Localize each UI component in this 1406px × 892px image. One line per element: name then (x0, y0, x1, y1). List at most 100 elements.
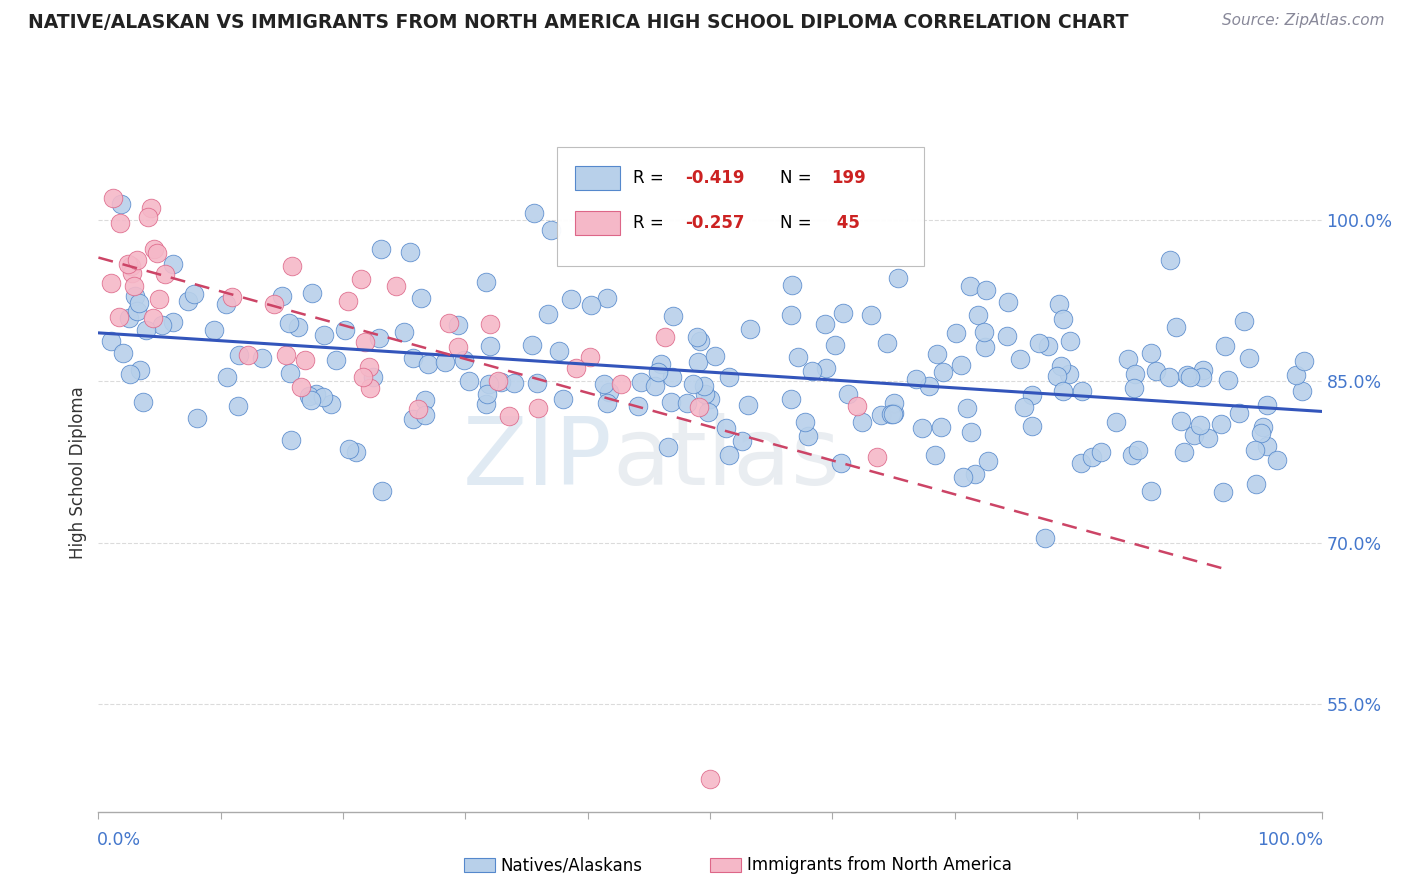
Point (108, 216, 131, 230)
Point (474, 275, 496, 289)
Point (124, 289, 146, 303)
Point (686, 329, 709, 343)
Point (413, 392, 436, 407)
Point (523, 205, 546, 219)
Point (359, 381, 381, 395)
Point (148, 293, 170, 307)
Point (565, 361, 588, 376)
Point (1212, 485, 1234, 500)
Point (686, 355, 709, 369)
Point (1291, 384, 1313, 399)
Point (1285, 368, 1308, 382)
Point (136, 211, 159, 225)
Point (925, 347, 948, 361)
Point (125, 304, 148, 318)
Point (122, 279, 145, 293)
Point (851, 415, 873, 429)
Point (526, 401, 548, 415)
Point (128, 295, 150, 310)
Point (1246, 477, 1268, 491)
Point (238, 348, 260, 362)
Point (150, 318, 173, 332)
Point (183, 287, 205, 301)
Point (312, 390, 335, 404)
Text: ZIP: ZIP (463, 413, 612, 505)
Point (932, 365, 955, 379)
Point (100, 277, 122, 291)
Point (780, 392, 803, 406)
Point (997, 295, 1019, 310)
Point (837, 387, 859, 401)
Point (644, 379, 666, 393)
Point (1028, 336, 1050, 351)
Point (630, 375, 652, 389)
Point (579, 350, 602, 364)
Point (1192, 363, 1215, 377)
Point (321, 397, 343, 411)
Point (952, 469, 974, 483)
Point (657, 440, 679, 454)
Point (371, 484, 394, 499)
Text: N =: N = (780, 214, 817, 232)
Point (650, 357, 672, 371)
Point (787, 350, 810, 364)
Point (250, 351, 273, 365)
Point (281, 260, 304, 274)
Point (1189, 418, 1212, 433)
Text: Natives/Alaskans: Natives/Alaskans (501, 856, 643, 874)
Point (314, 328, 336, 343)
Point (132, 394, 155, 409)
Point (689, 334, 711, 348)
Point (1239, 351, 1261, 366)
Point (876, 335, 898, 350)
Point (1070, 384, 1092, 398)
Text: 100.0%: 100.0% (1257, 831, 1323, 849)
Point (1173, 445, 1195, 459)
Point (1008, 351, 1031, 366)
Point (361, 370, 384, 384)
Point (1057, 367, 1080, 381)
Point (416, 357, 439, 371)
Point (1244, 443, 1267, 458)
Point (399, 244, 422, 259)
Point (737, 398, 759, 412)
Point (1191, 369, 1213, 384)
Point (337, 442, 360, 457)
Point (647, 365, 669, 379)
Point (1265, 452, 1288, 467)
Point (439, 316, 461, 330)
Point (1256, 397, 1278, 411)
Point (337, 294, 360, 309)
Point (1157, 369, 1180, 384)
Point (1059, 334, 1081, 348)
Point (142, 311, 165, 326)
Point (699, 772, 721, 787)
Point (1170, 414, 1192, 428)
Point (1123, 367, 1146, 381)
Point (1046, 369, 1069, 384)
Point (1070, 456, 1092, 470)
Point (294, 353, 316, 368)
Point (832, 306, 855, 320)
Point (592, 377, 614, 392)
Point (287, 320, 309, 334)
Point (479, 317, 502, 331)
Text: -0.419: -0.419 (686, 169, 745, 186)
Point (162, 314, 184, 328)
Point (688, 400, 710, 414)
Point (714, 420, 737, 434)
Point (186, 410, 208, 425)
Point (146, 246, 169, 260)
Point (135, 323, 157, 337)
Point (108, 310, 131, 324)
Point (911, 421, 934, 435)
Point (1197, 431, 1219, 445)
Point (290, 380, 312, 394)
Point (536, 307, 558, 321)
Point (718, 370, 741, 384)
Point (502, 376, 524, 390)
Point (596, 291, 619, 305)
Point (271, 289, 294, 303)
Point (413, 408, 436, 422)
Point (693, 379, 716, 393)
